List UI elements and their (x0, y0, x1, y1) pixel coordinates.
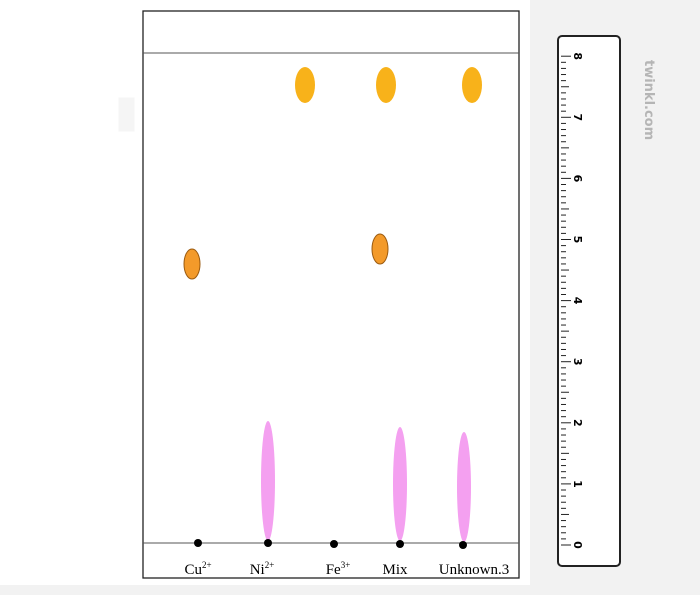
dot (330, 540, 338, 548)
yellow-spots (295, 67, 482, 103)
spot (183, 248, 201, 280)
lane-labels: Cu2+ Ni2+ Fe3+ Mix Unknown.3 (184, 560, 509, 578)
watermark: twinkl.com (641, 60, 656, 140)
spot (462, 67, 482, 103)
lane-charge: 2+ (265, 560, 275, 570)
lane-label: Fe3+ (326, 560, 351, 578)
lane-name: Cu (184, 562, 202, 578)
ruler-number: 8 (571, 52, 584, 60)
lane-label: Mix (382, 562, 408, 578)
lane-charge: 3+ (341, 560, 351, 570)
lane-charge: 2+ (202, 560, 212, 570)
lane-name: Ni (250, 562, 265, 578)
bottom-strip (0, 585, 700, 595)
lane-label: Ni2+ (250, 560, 275, 578)
ruler-number: 7 (571, 113, 584, 121)
dot (459, 541, 467, 549)
orange-spots (183, 233, 389, 280)
spot (261, 421, 275, 541)
tlc-plate (142, 10, 520, 579)
lane-label: Cu2+ (184, 560, 211, 578)
ruler-number: 5 (571, 236, 584, 244)
dot (194, 539, 202, 547)
ruler-number: 0 (571, 541, 584, 549)
spot (393, 427, 407, 541)
spot (457, 432, 471, 542)
dot (264, 539, 272, 547)
blank-box (117, 96, 136, 133)
ruler-number: 4 (571, 297, 584, 305)
lane-name: Unknown.3 (439, 562, 509, 578)
dot (396, 540, 404, 548)
ruler-number: 3 (571, 358, 584, 366)
blank-box (120, 22, 140, 58)
ruler-number: 6 (571, 175, 584, 183)
lane-name: Mix (382, 562, 408, 578)
lane-name: Fe (326, 562, 341, 578)
lane-label: Unknown.3 (439, 562, 509, 578)
origin-dots (194, 539, 467, 549)
spot (376, 67, 396, 103)
ruler (557, 35, 621, 567)
spot (371, 233, 389, 265)
spot (295, 67, 315, 103)
ruler-scale: 0 1 2 3 4 5 6 7 8 (561, 52, 584, 549)
ruler-number: 1 (571, 480, 584, 488)
pink-spots (261, 421, 471, 542)
ruler-number: 2 (571, 419, 584, 427)
